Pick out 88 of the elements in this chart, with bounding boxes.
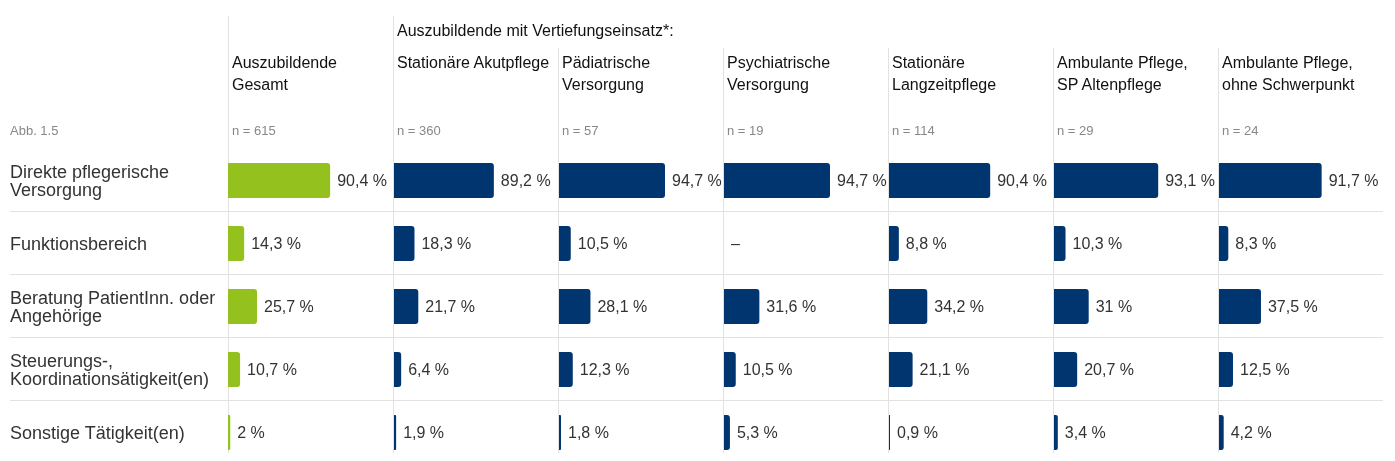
- data-label: 3,4 %: [1064, 424, 1106, 442]
- chart-title: Ambulante Pflege, ohne Schwerpunkt: [1222, 53, 1356, 95]
- bar: [724, 163, 830, 198]
- data-label: 12,5 %: [1239, 361, 1290, 379]
- bar: [889, 163, 991, 198]
- data-label: 31 %: [1095, 298, 1133, 316]
- chart-subtitle: n = 615: [232, 123, 276, 138]
- chart-subtitle: n = 114: [892, 123, 935, 138]
- data-label: 2 %: [237, 424, 265, 442]
- data-label: 89,2 %: [500, 172, 551, 190]
- bar: [228, 352, 241, 387]
- text: Auszubildende mit Vertiefungseinsatz*:: [397, 22, 674, 40]
- bar: [1054, 352, 1078, 387]
- data-label: 37,5 %: [1267, 298, 1318, 316]
- bar: [394, 352, 402, 387]
- data-label: 1,9 %: [403, 424, 445, 442]
- data-label: 31,6 %: [766, 298, 817, 316]
- bar: [559, 352, 573, 387]
- data-label: 28,1 %: [597, 298, 648, 316]
- data-label: 12,3 %: [579, 361, 630, 379]
- chart-title: Stationäre Langzeitpflege: [892, 53, 998, 95]
- bar: [394, 226, 415, 261]
- y-tick-label: Beratung PatientInn. oder Angehörige: [10, 287, 216, 326]
- data-label: 94,7 %: [837, 172, 887, 190]
- data-label: 1,8 %: [568, 424, 609, 442]
- bar: [1219, 415, 1224, 450]
- bar: [724, 352, 736, 387]
- bar: [724, 289, 760, 324]
- bar: [1219, 163, 1322, 198]
- data-label: 21,1 %: [919, 361, 970, 379]
- bar: [559, 289, 591, 324]
- data-label: 4,2 %: [1230, 424, 1272, 442]
- bar: [559, 226, 571, 261]
- data-label: 10,7 %: [247, 361, 297, 379]
- bar: [1219, 289, 1261, 324]
- data-label: 6,4 %: [408, 361, 450, 379]
- data-label: 8,3 %: [1235, 235, 1277, 253]
- chart-title: Ambulante Pflege, SP Altenpflege: [1057, 53, 1189, 95]
- bar: [559, 415, 562, 450]
- bar: [1054, 415, 1058, 450]
- caption: Abb. 1.5: [10, 123, 59, 138]
- bar: [889, 289, 928, 324]
- data-label: 8,8 %: [905, 235, 947, 253]
- bar: [228, 163, 331, 198]
- data-label: 18,3 %: [421, 235, 472, 253]
- data-label: 10,5 %: [742, 361, 793, 379]
- data-label: 14,3 %: [251, 235, 301, 253]
- chart-title: Auszubildende Gesamt: [232, 53, 338, 95]
- data-label: 34,2 %: [934, 298, 985, 316]
- data-label: 25,7 %: [264, 298, 314, 316]
- data-label: 5,3 %: [736, 424, 778, 442]
- chart-subtitle: n = 57: [562, 123, 599, 138]
- data-label: 10,5 %: [577, 235, 628, 253]
- text: –: [731, 235, 740, 253]
- chart-title: Stationäre Akutpflege: [397, 53, 550, 73]
- data-label: 91,7 %: [1328, 172, 1379, 190]
- chart-subtitle: n = 19: [727, 123, 764, 138]
- bar: [1054, 163, 1159, 198]
- data-label: 0,9 %: [897, 424, 938, 442]
- data-label: 20,7 %: [1084, 361, 1134, 379]
- bar: [228, 226, 245, 261]
- data-label: 90,4 %: [337, 172, 387, 190]
- bar: [1219, 226, 1229, 261]
- data-label: 21,7 %: [425, 298, 476, 316]
- data-label: 90,4 %: [997, 172, 1047, 190]
- y-tick-label: Sonstige Tätigkeit(en): [10, 422, 185, 443]
- y-tick-label: Direkte pflegerische Versorgung: [10, 161, 170, 200]
- data-label: 10,3 %: [1072, 235, 1123, 253]
- bar: [394, 163, 494, 198]
- bar: [1219, 352, 1233, 387]
- chart-title: Pädiatrische Versorgung: [562, 53, 652, 95]
- bar: [394, 289, 419, 324]
- chart-subtitle: n = 24: [1222, 123, 1259, 138]
- bar: [889, 226, 899, 261]
- data-label: 94,7 %: [672, 172, 722, 190]
- chart-subtitle: n = 29: [1057, 123, 1094, 138]
- y-tick-label: Funktionsbereich: [10, 233, 148, 254]
- bar: [1054, 289, 1089, 324]
- bar: [394, 415, 397, 450]
- data-label: 93,1 %: [1165, 172, 1216, 190]
- y-tick-label: Steuerungs-, Koordinationsätigkeit(en): [10, 350, 210, 389]
- chart-subtitle: n = 360: [397, 123, 441, 138]
- bar: [724, 415, 730, 450]
- bar: [559, 163, 665, 198]
- bar: [1054, 226, 1066, 261]
- chart-title: Psychiatrische Versorgung: [727, 53, 832, 95]
- bar: [889, 352, 913, 387]
- bar: [228, 289, 258, 324]
